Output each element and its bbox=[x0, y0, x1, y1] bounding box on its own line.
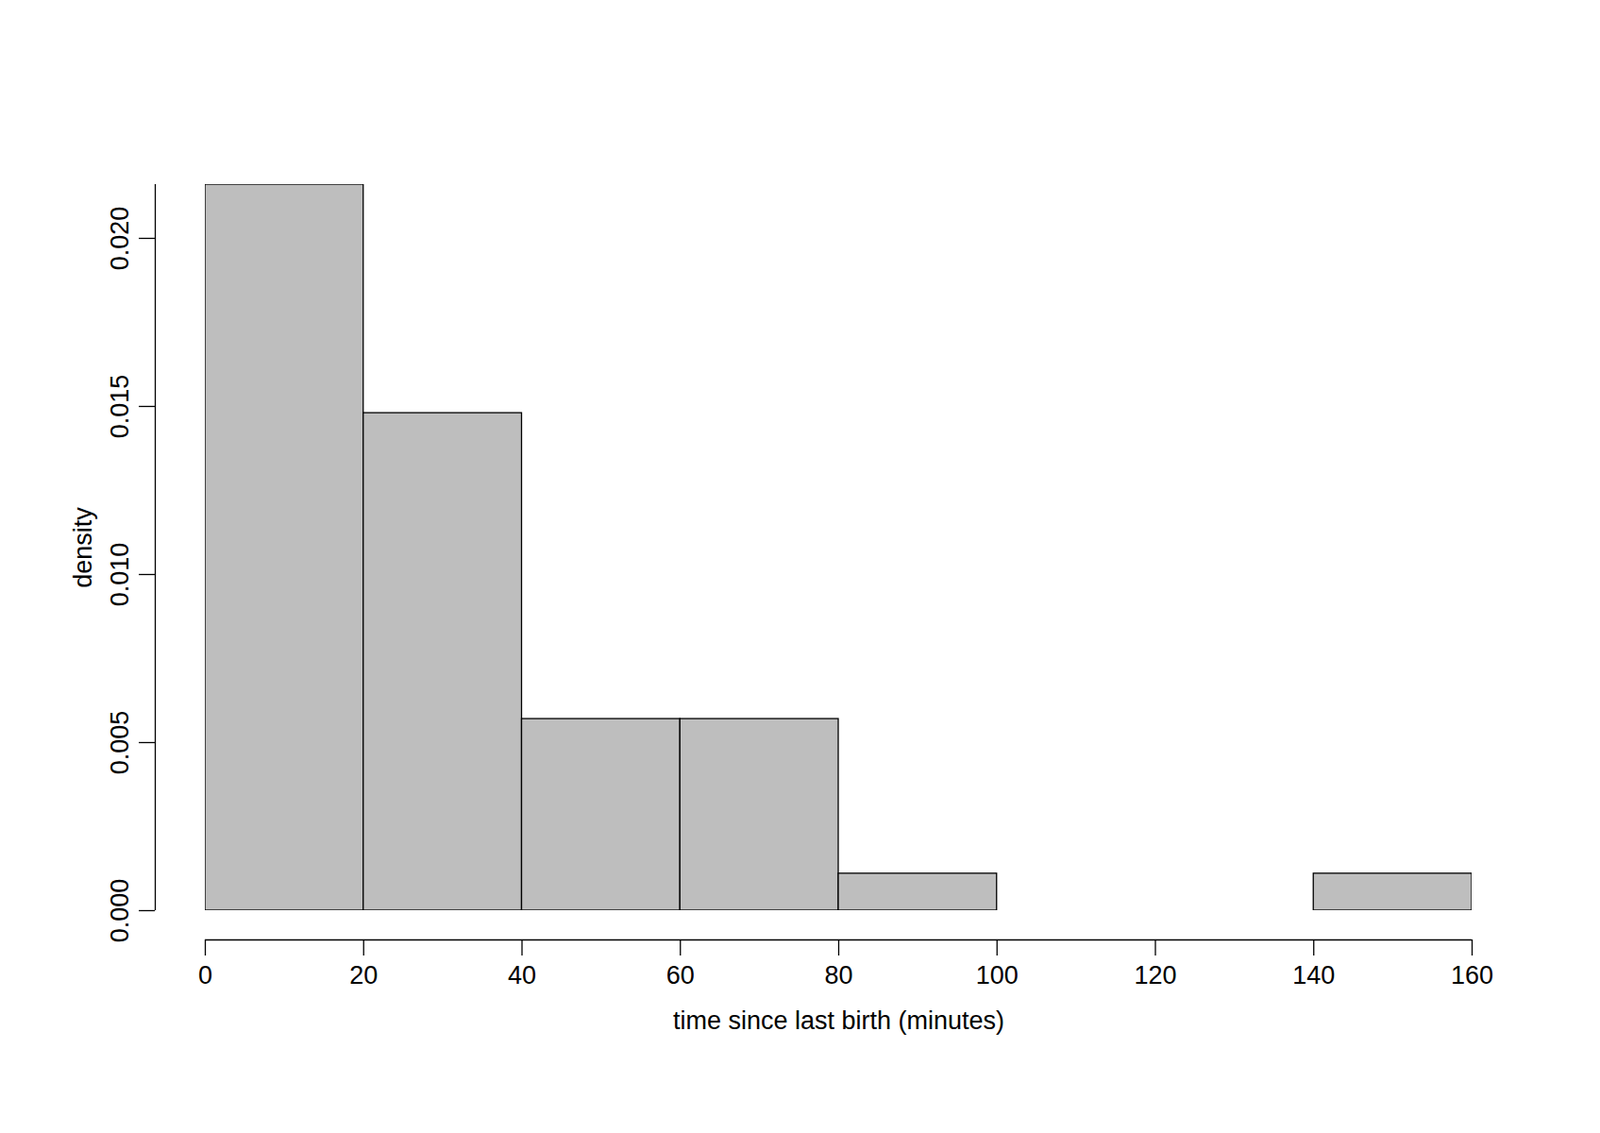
svg-text:80: 80 bbox=[824, 960, 853, 990]
svg-text:0.005: 0.005 bbox=[105, 710, 135, 775]
svg-text:40: 40 bbox=[507, 960, 537, 990]
svg-text:60: 60 bbox=[666, 960, 695, 990]
svg-text:time since last birth (minutes: time since last birth (minutes) bbox=[673, 1006, 1005, 1035]
svg-text:0.010: 0.010 bbox=[105, 542, 135, 607]
svg-text:0.000: 0.000 bbox=[105, 878, 135, 944]
svg-text:160: 160 bbox=[1450, 960, 1494, 990]
svg-text:140: 140 bbox=[1292, 960, 1335, 990]
svg-text:0.015: 0.015 bbox=[105, 374, 135, 439]
svg-text:0: 0 bbox=[198, 960, 213, 990]
svg-text:0.020: 0.020 bbox=[105, 206, 135, 271]
svg-text:100: 100 bbox=[976, 960, 1019, 990]
svg-text:20: 20 bbox=[349, 960, 378, 990]
svg-text:density: density bbox=[68, 506, 98, 589]
svg-text:120: 120 bbox=[1133, 960, 1177, 990]
